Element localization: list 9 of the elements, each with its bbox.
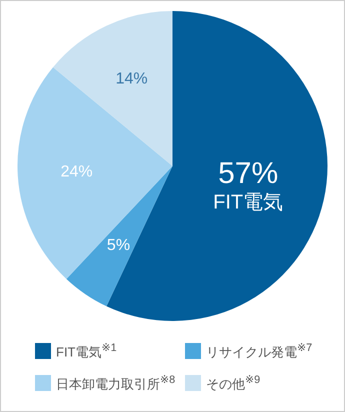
data-label: 14%	[116, 70, 148, 88]
data-label: 24%	[60, 163, 93, 180]
legend-label: 日本卸電力取引所$^{※8}$	[56, 373, 176, 394]
legend-label: FIT電気$^{※1}$	[56, 341, 117, 362]
legend-label: リサイクル発電$^{※7}$	[206, 341, 312, 362]
legend-label: その他$^{※9}$	[206, 373, 260, 394]
text: FIT電気	[213, 191, 284, 214]
data-label: 57%	[218, 157, 278, 190]
data-label: 5%	[106, 236, 130, 254]
